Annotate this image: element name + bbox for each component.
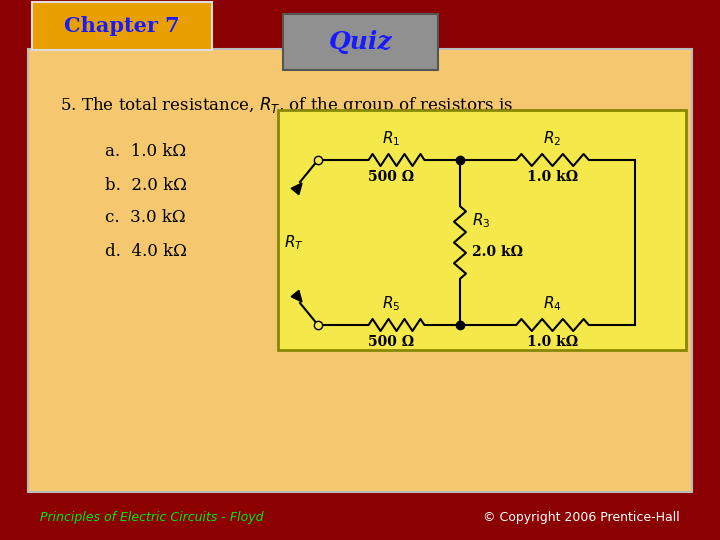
- Text: 1.0 kΩ: 1.0 kΩ: [527, 170, 578, 184]
- Text: $R_4$: $R_4$: [543, 294, 562, 313]
- Bar: [278, 110, 686, 350]
- Text: Chapter 7: Chapter 7: [64, 16, 180, 36]
- Bar: [32, 2, 212, 50]
- Text: c.  3.0 kΩ: c. 3.0 kΩ: [105, 210, 186, 226]
- Text: 1.0 kΩ: 1.0 kΩ: [527, 335, 578, 349]
- Text: b.  2.0 kΩ: b. 2.0 kΩ: [105, 177, 187, 193]
- Text: 500 Ω: 500 Ω: [369, 170, 415, 184]
- Text: © Copyright 2006 Prentice-Hall: © Copyright 2006 Prentice-Hall: [483, 511, 680, 524]
- Text: Quiz: Quiz: [329, 30, 392, 54]
- Text: $R_T$: $R_T$: [284, 233, 304, 252]
- Text: $R_5$: $R_5$: [382, 294, 400, 313]
- Text: $R_2$: $R_2$: [544, 129, 562, 148]
- Text: 2.0 kΩ: 2.0 kΩ: [472, 245, 523, 259]
- Polygon shape: [291, 183, 302, 194]
- Text: Principles of Electric Circuits - Floyd: Principles of Electric Circuits - Floyd: [40, 511, 264, 524]
- Text: d.  4.0 kΩ: d. 4.0 kΩ: [105, 242, 187, 260]
- Text: a.  1.0 kΩ: a. 1.0 kΩ: [105, 144, 186, 160]
- Polygon shape: [291, 291, 302, 302]
- Text: 500 Ω: 500 Ω: [369, 335, 415, 349]
- Bar: [28, 49, 692, 492]
- Text: $R_3$: $R_3$: [472, 212, 490, 231]
- Bar: [283, 14, 438, 70]
- Text: 5. The total resistance, $R_T$, of the group of resistors is: 5. The total resistance, $R_T$, of the g…: [60, 94, 513, 116]
- Text: $R_1$: $R_1$: [382, 129, 400, 148]
